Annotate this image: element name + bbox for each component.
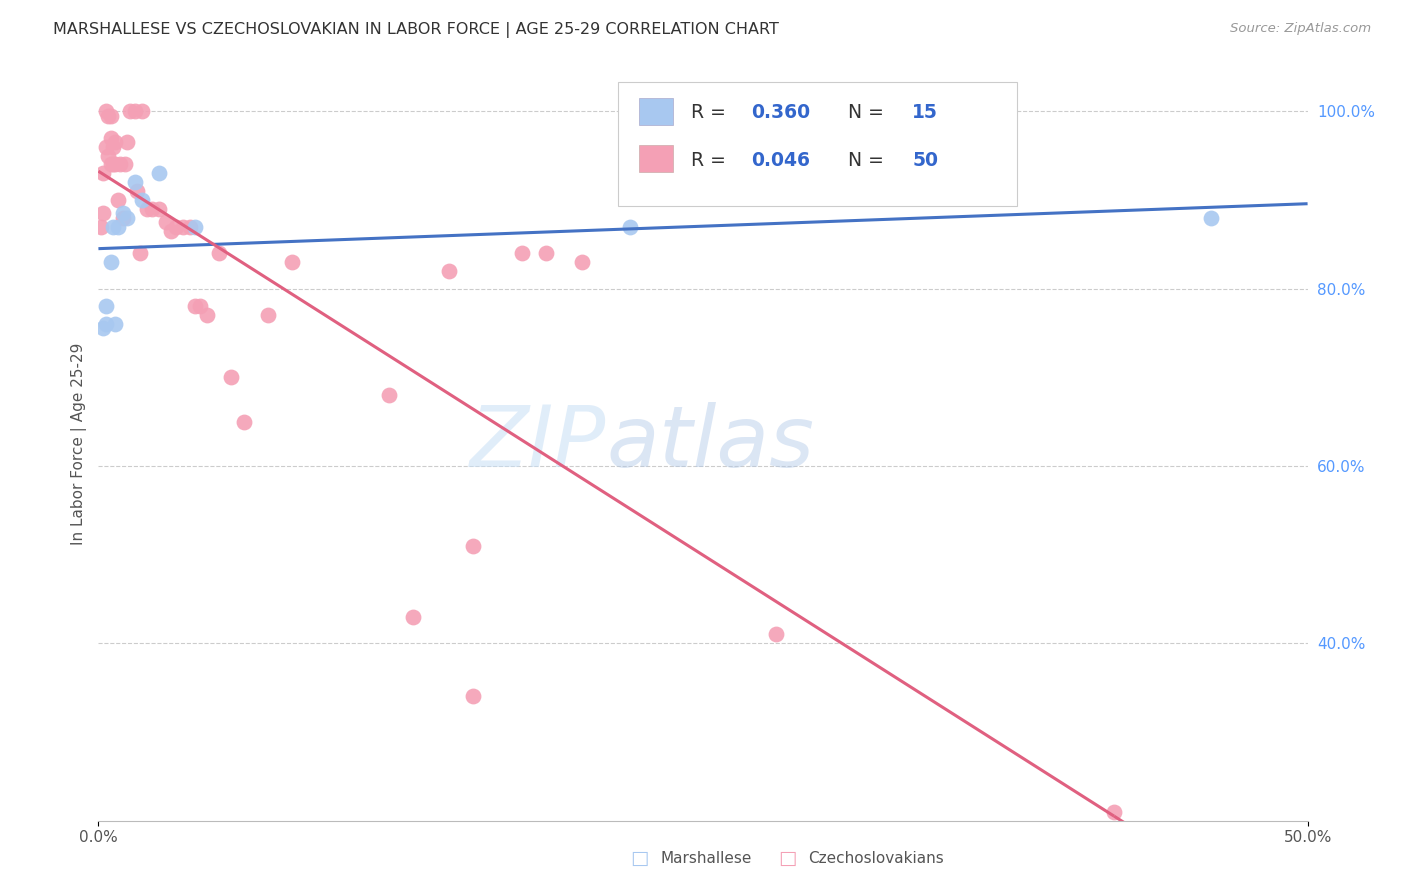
Point — [135, 202, 157, 216]
Point — [141, 202, 163, 216]
Point — [104, 136, 127, 150]
Point — [232, 415, 254, 429]
Text: N =: N = — [837, 103, 890, 122]
Point — [117, 136, 139, 150]
Point — [91, 166, 114, 180]
Text: 15: 15 — [912, 103, 938, 122]
Point — [94, 104, 117, 119]
Text: Source: ZipAtlas.com: Source: ZipAtlas.com — [1230, 22, 1371, 36]
Point — [94, 139, 117, 153]
Point — [172, 219, 194, 234]
Point — [148, 202, 170, 216]
Point — [188, 299, 211, 313]
Text: MARSHALLESE VS CZECHOSLOVAKIAN IN LABOR FORCE | AGE 25-29 CORRELATION CHART: MARSHALLESE VS CZECHOSLOVAKIAN IN LABOR … — [53, 22, 779, 38]
Point — [101, 157, 124, 171]
Text: Marshallese: Marshallese — [661, 851, 752, 865]
Point — [101, 219, 124, 234]
Point — [131, 193, 153, 207]
Point — [128, 246, 150, 260]
Point — [107, 219, 129, 234]
Text: R =: R = — [690, 151, 731, 169]
Point — [124, 175, 146, 189]
Text: 50: 50 — [912, 151, 938, 169]
Point — [124, 104, 146, 119]
Text: 0.360: 0.360 — [751, 103, 810, 122]
Point — [437, 264, 460, 278]
Point — [117, 211, 139, 225]
Text: ZIP: ZIP — [470, 402, 606, 485]
Text: N =: N = — [837, 151, 890, 169]
Text: R =: R = — [690, 103, 731, 122]
FancyBboxPatch shape — [619, 82, 1018, 206]
Text: 0.046: 0.046 — [751, 151, 810, 169]
Text: □: □ — [778, 848, 797, 868]
Point — [571, 255, 593, 269]
Point — [463, 690, 485, 704]
Text: □: □ — [630, 848, 650, 868]
Point — [184, 219, 207, 234]
Point — [127, 184, 149, 198]
Text: atlas: atlas — [606, 402, 814, 485]
Point — [256, 308, 278, 322]
Point — [111, 211, 134, 225]
Point — [510, 246, 533, 260]
Point — [765, 627, 787, 641]
FancyBboxPatch shape — [638, 145, 673, 172]
Point — [100, 255, 122, 269]
Point — [195, 308, 218, 322]
Point — [104, 317, 127, 331]
Point — [101, 139, 124, 153]
Point — [111, 206, 134, 220]
Point — [131, 104, 153, 119]
Point — [160, 224, 183, 238]
Point — [184, 299, 207, 313]
Point — [97, 109, 120, 123]
Point — [463, 539, 485, 553]
Point — [97, 148, 120, 162]
Point — [619, 219, 641, 234]
Point — [90, 219, 112, 234]
Point — [165, 219, 187, 234]
Point — [377, 388, 399, 402]
Point — [108, 157, 131, 171]
Point — [155, 215, 177, 229]
Point — [91, 206, 114, 220]
Point — [534, 246, 557, 260]
Point — [281, 255, 304, 269]
Point — [179, 219, 201, 234]
Point — [100, 157, 122, 171]
Point — [107, 193, 129, 207]
Point — [114, 157, 136, 171]
Point — [100, 131, 122, 145]
Point — [91, 321, 114, 335]
FancyBboxPatch shape — [638, 97, 673, 125]
Y-axis label: In Labor Force | Age 25-29: In Labor Force | Age 25-29 — [72, 343, 87, 545]
Point — [118, 104, 141, 119]
Point — [221, 370, 243, 384]
Point — [104, 157, 127, 171]
Point — [208, 246, 231, 260]
Point — [148, 166, 170, 180]
Point — [1102, 805, 1125, 819]
Text: Czechoslovakians: Czechoslovakians — [808, 851, 945, 865]
Point — [94, 299, 117, 313]
Point — [100, 109, 122, 123]
Point — [1199, 211, 1222, 225]
Point — [94, 317, 117, 331]
Point — [402, 609, 425, 624]
